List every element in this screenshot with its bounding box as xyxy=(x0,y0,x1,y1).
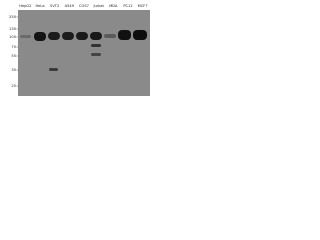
lane-label: PC12 xyxy=(123,4,132,8)
marker-label: 130 xyxy=(9,27,17,31)
marker-label: 55 xyxy=(11,54,16,58)
lane-label: COS7 xyxy=(79,4,89,8)
lane-label: HeLa xyxy=(35,4,44,8)
marker-label: 25 xyxy=(11,84,16,88)
marker-label: 70 xyxy=(11,45,16,49)
marker-label: 100 xyxy=(9,35,17,39)
lane-label: Jurkat xyxy=(92,4,104,8)
lane-label: MDA xyxy=(109,4,118,8)
marker-label: 35 xyxy=(11,68,16,72)
page: HepG2 HeLa SVT2 A549 COS7 Jurkat MDA PC12 MCF7 25… xyxy=(0,0,320,96)
membrane xyxy=(18,10,150,96)
marker-label: 250 xyxy=(9,15,17,19)
western-blot: HepG2 HeLa SVT2 A549 COS7 Jurkat MDA PC12 MCF7 25… xyxy=(9,4,150,96)
lane-label: SVT2 xyxy=(50,4,59,8)
bands xyxy=(20,30,147,71)
lane-label: HepG2 xyxy=(19,4,31,8)
lane-label: A549 xyxy=(65,4,75,8)
lane-label: MCF7 xyxy=(138,4,148,8)
